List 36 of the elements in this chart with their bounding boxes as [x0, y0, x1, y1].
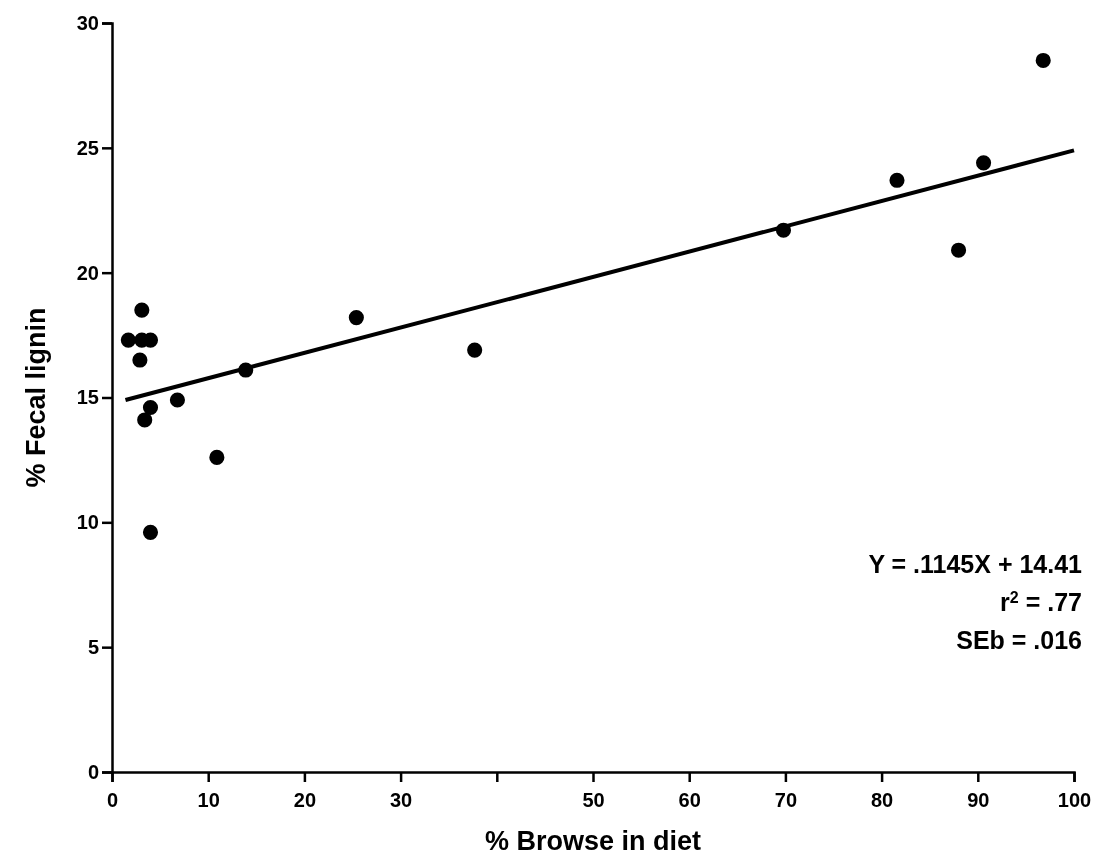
y-tick-label: 15: [76, 386, 99, 409]
x-tick-label: 30: [389, 789, 413, 811]
point: [142, 524, 159, 540]
point: [169, 392, 185, 408]
x-tick-label: 80: [870, 789, 894, 811]
annotation: Y = .1145X + 14.41: [868, 550, 1083, 578]
point: [467, 342, 483, 358]
point: [889, 172, 905, 188]
point: [1035, 52, 1051, 68]
y-tick-label: 20: [76, 261, 99, 284]
point: [134, 302, 150, 318]
x-tick-label: 100: [1057, 789, 1092, 811]
x-tick-label: 90: [967, 789, 990, 811]
x-tick-label: 70: [774, 789, 798, 811]
point: [950, 242, 967, 258]
point: [348, 310, 364, 326]
point: [209, 449, 225, 465]
y-tick-label: 10: [76, 511, 99, 534]
y-tick-label: 5: [87, 636, 99, 659]
point: [976, 155, 992, 171]
x-axis-title: % Browse in diet: [484, 826, 702, 856]
annotation: r$^{2}$ = .77: [1000, 588, 1082, 616]
x-tick-label: 50: [582, 789, 605, 811]
x-tick-label: 10: [197, 789, 220, 811]
point: [137, 412, 153, 428]
x-tick-label: 20: [293, 789, 317, 811]
y-axis-title: % Fecal lignin: [21, 307, 51, 488]
x-tick-label: 60: [678, 789, 701, 811]
y-tick-label: 30: [76, 11, 99, 34]
y-tick-label: 0: [87, 760, 99, 783]
annotation: SEb = .016: [956, 626, 1082, 654]
y-tick-label: 25: [76, 136, 99, 159]
point: [120, 332, 136, 348]
point: [132, 352, 148, 368]
point: [142, 399, 159, 416]
x-tick-label: 0: [106, 789, 119, 811]
